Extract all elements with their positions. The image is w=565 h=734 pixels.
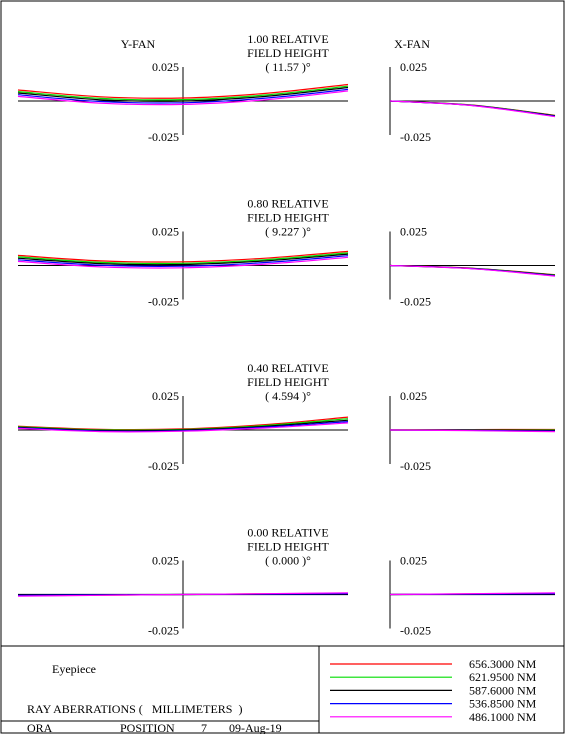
field-height-label: FIELD HEIGHT: [247, 211, 329, 225]
legend-label-4: 486.1000 NM: [469, 710, 537, 724]
y-fan-curve-2: [17, 86, 349, 102]
lens-name: Eyepiece: [52, 662, 96, 676]
x-fan-tick-max: 0.025: [400, 389, 427, 403]
field-angle-label: ( 9.227 )°: [265, 225, 311, 239]
y-fan-tick-min: -0.025: [148, 459, 179, 473]
y-fan-curve-3: [17, 255, 349, 267]
y-fan-tick-max: 0.025: [152, 554, 179, 568]
legend-label-1: 621.9500 NM: [469, 670, 537, 684]
legend-label-2: 587.6000 NM: [469, 683, 537, 697]
y-fan-curve-0: [17, 250, 349, 263]
field-angle-label: ( 0.000 )°: [265, 554, 311, 568]
field-angle-label: ( 4.594 )°: [265, 389, 311, 403]
x-fan-tick-min: -0.025: [400, 459, 431, 473]
y-fan-curve-4: [17, 422, 349, 433]
field-height-label: FIELD HEIGHT: [247, 46, 329, 60]
legend-label-3: 536.8500 NM: [469, 697, 537, 711]
y-fan-curve-1: [17, 85, 349, 101]
field-angle-label: ( 11.57 )°: [265, 60, 311, 74]
legend-label-0: 656.3000 NM: [469, 657, 537, 671]
x-fan-tick-max: 0.025: [400, 554, 427, 568]
y-fan-curve-0: [17, 83, 349, 99]
x-fan-tick-min: -0.025: [400, 295, 431, 309]
y-fan-tick-min: -0.025: [148, 295, 179, 309]
x-fan-curve-4: [389, 100, 556, 118]
y-fan-tick-min: -0.025: [148, 624, 179, 638]
relative-field-label: 0.00 RELATIVE: [247, 526, 328, 540]
y-fan-curve-3: [17, 88, 349, 104]
relative-field-label: 0.80 RELATIVE: [247, 197, 328, 211]
position-label: POSITION: [120, 721, 175, 734]
y-fan-tick-max: 0.025: [152, 389, 179, 403]
x-fan-curve-4: [389, 264, 556, 277]
x-fan-title: X-FAN: [394, 37, 430, 51]
y-fan-title: Y-FAN: [121, 37, 156, 51]
x-fan-curve-4: [389, 429, 556, 433]
y-fan-curve-4: [17, 256, 349, 269]
y-fan-curve-1: [17, 252, 349, 265]
x-fan-curve-4: [389, 592, 556, 596]
y-fan-tick-max: 0.025: [152, 60, 179, 74]
y-fan-curve-4: [17, 90, 349, 106]
relative-field-label: 1.00 RELATIVE: [247, 32, 328, 46]
y-fan-tick-max: 0.025: [152, 225, 179, 239]
y-fan-curve-2: [17, 253, 349, 266]
plot-date: 09-Aug-19: [229, 721, 282, 734]
x-fan-tick-max: 0.025: [400, 225, 427, 239]
company-name: ORA: [27, 721, 53, 734]
x-fan-tick-min: -0.025: [400, 130, 431, 144]
relative-field-label: 0.40 RELATIVE: [247, 361, 328, 375]
y-fan-curve-2: [17, 419, 349, 432]
footer-caption: RAY ABERRATIONS ( MILLIMETERS ): [27, 702, 242, 716]
x-fan-tick-min: -0.025: [400, 624, 431, 638]
field-height-label: FIELD HEIGHT: [247, 540, 329, 554]
y-fan-tick-min: -0.025: [148, 130, 179, 144]
field-height-label: FIELD HEIGHT: [247, 375, 329, 389]
x-fan-tick-max: 0.025: [400, 60, 427, 74]
position-value: 7: [201, 721, 207, 734]
y-fan-curve-4: [17, 592, 349, 597]
